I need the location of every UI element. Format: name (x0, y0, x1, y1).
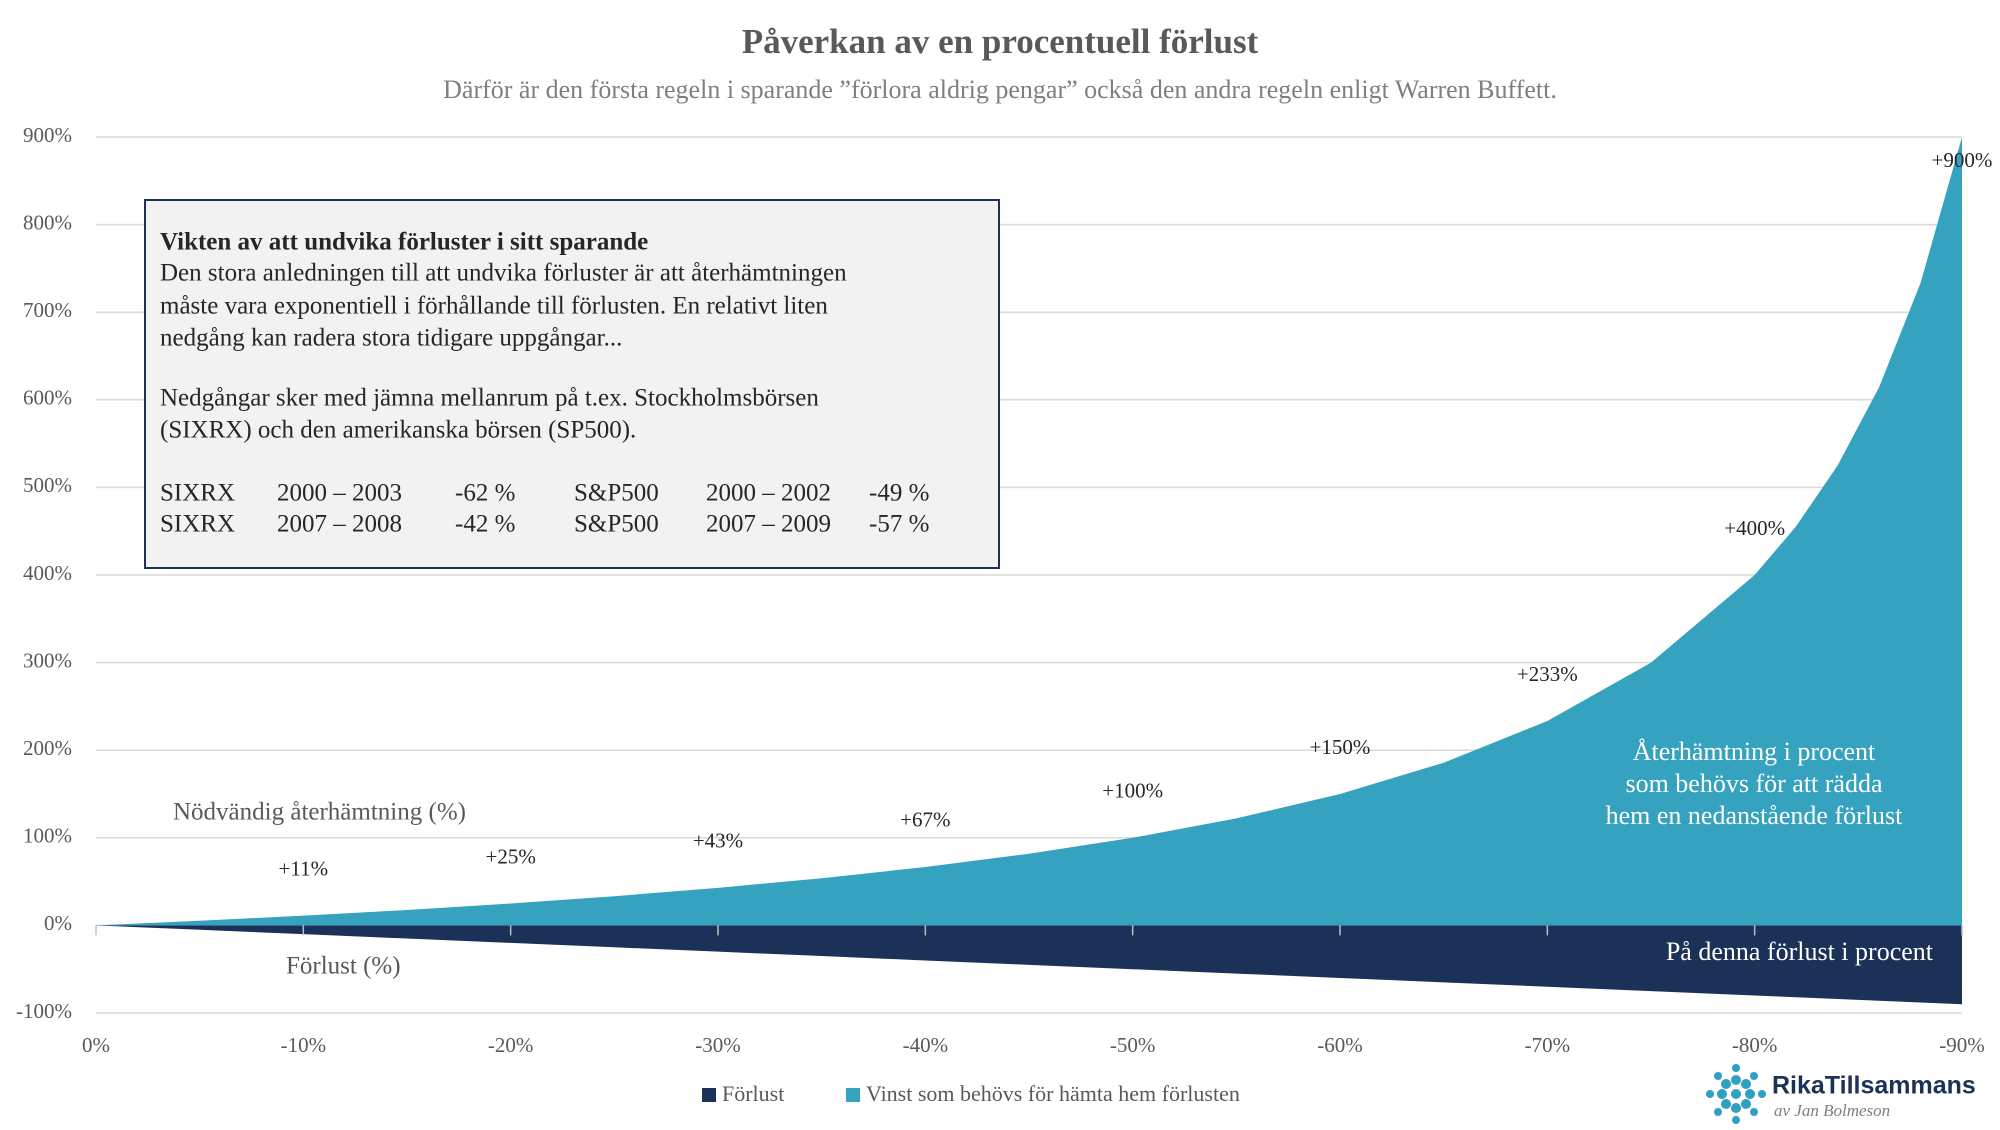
logo-icon (1706, 1064, 1766, 1124)
area (96, 925, 1962, 1005)
x-tick-label: -30% (695, 1033, 741, 1057)
y-tick-label: -100% (16, 999, 72, 1023)
data-label: +67% (900, 808, 950, 832)
info-cell: -62 % (455, 480, 515, 507)
info-text: Den stora anledningen till att undvika f… (160, 260, 847, 287)
data-label: +43% (693, 829, 743, 853)
data-label: +100% (1102, 779, 1163, 803)
y-tick-label: 100% (23, 824, 72, 848)
info-cell: 2007 – 2009 (706, 511, 831, 538)
x-tick-label: -10% (281, 1033, 327, 1057)
y-tick-label: 300% (23, 648, 72, 672)
annotation: Återhämtning i procent (1633, 737, 1876, 766)
logo: RikaTillsammans av Jan Bolmeson (1706, 1064, 1976, 1124)
data-label: +400% (1724, 516, 1785, 540)
data-label: +900% (1932, 148, 1993, 172)
y-tick-label: 400% (23, 561, 72, 585)
info-table: SIXRX 2000 – 2003 -62 % S&P500 2000 – 2002 -4… (160, 480, 929, 538)
data-label: +233% (1517, 662, 1578, 686)
x-tick-label: -90% (1939, 1033, 1985, 1057)
logo-name: RikaTillsammans (1772, 1072, 1976, 1100)
info-cell: -42 % (455, 511, 515, 538)
y-tick-label: 500% (23, 473, 72, 497)
info-title: Vikten av att undvika förluster i sitt s… (160, 229, 648, 256)
info-cell: 2007 – 2008 (277, 511, 402, 538)
area (96, 137, 1962, 926)
annotation: Förlust (%) (286, 953, 401, 980)
info-text: måste vara exponentiell i förhållande ti… (160, 293, 828, 320)
info-text: nedgång kan radera stora tidigare uppgån… (160, 325, 622, 352)
annotation: hem en nedanstående förlust (1606, 801, 1904, 830)
x-tick-label: 0% (82, 1033, 110, 1057)
legend-swatch (846, 1088, 860, 1102)
y-tick-label: 800% (23, 210, 72, 234)
y-tick-label: 900% (23, 123, 72, 147)
info-box (144, 199, 1000, 569)
annotation: Nödvändig återhämtning (%) (173, 799, 466, 826)
info-cell: S&P500 (574, 511, 659, 538)
logo-byline: av Jan Bolmeson (1774, 1101, 1890, 1120)
annotation: som behövs för att rädda (1625, 769, 1883, 798)
chart-subtitle: Därför är den första regeln i sparande ”… (443, 75, 1557, 104)
x-tick-label: -50% (1110, 1033, 1156, 1057)
y-tick-label: 0% (44, 911, 72, 935)
info-cell: S&P500 (574, 480, 659, 507)
info-text: Nedgångar sker med jämna mellanrum på t.… (160, 385, 819, 412)
legend-label: Vinst som behövs för hämta hem förlusten (866, 1081, 1240, 1106)
info-cell: -57 % (869, 511, 929, 538)
info-cell: SIXRX (160, 480, 235, 507)
x-tick-label: -60% (1317, 1033, 1363, 1057)
x-tick-label: -20% (488, 1033, 534, 1057)
data-label: +11% (279, 857, 329, 881)
data-label: +150% (1310, 735, 1371, 759)
chart-title: Påverkan av en procentuell förlust (742, 22, 1259, 61)
legend-label: Förlust (722, 1081, 784, 1106)
legend: Förlust Vinst som behövs för hämta hem fö… (702, 1081, 1240, 1106)
areas (96, 137, 1962, 1005)
annotation: På denna förlust i procent (1666, 937, 1934, 966)
info-cell: SIXRX (160, 511, 235, 538)
y-tick-label: 200% (23, 736, 72, 760)
info-text: (SIXRX) och den amerikanska börsen (SP50… (160, 417, 636, 444)
y-tick-label: 600% (23, 386, 72, 410)
x-tick-label: -80% (1732, 1033, 1778, 1057)
x-tick-label: -70% (1525, 1033, 1571, 1057)
info-cell: 2000 – 2002 (706, 480, 831, 507)
data-label: +25% (485, 844, 535, 868)
y-tick-label: 700% (23, 298, 72, 322)
legend-swatch (702, 1088, 716, 1102)
x-tick-label: -40% (903, 1033, 949, 1057)
info-cell: -49 % (869, 480, 929, 507)
info-cell: 2000 – 2003 (277, 480, 402, 507)
